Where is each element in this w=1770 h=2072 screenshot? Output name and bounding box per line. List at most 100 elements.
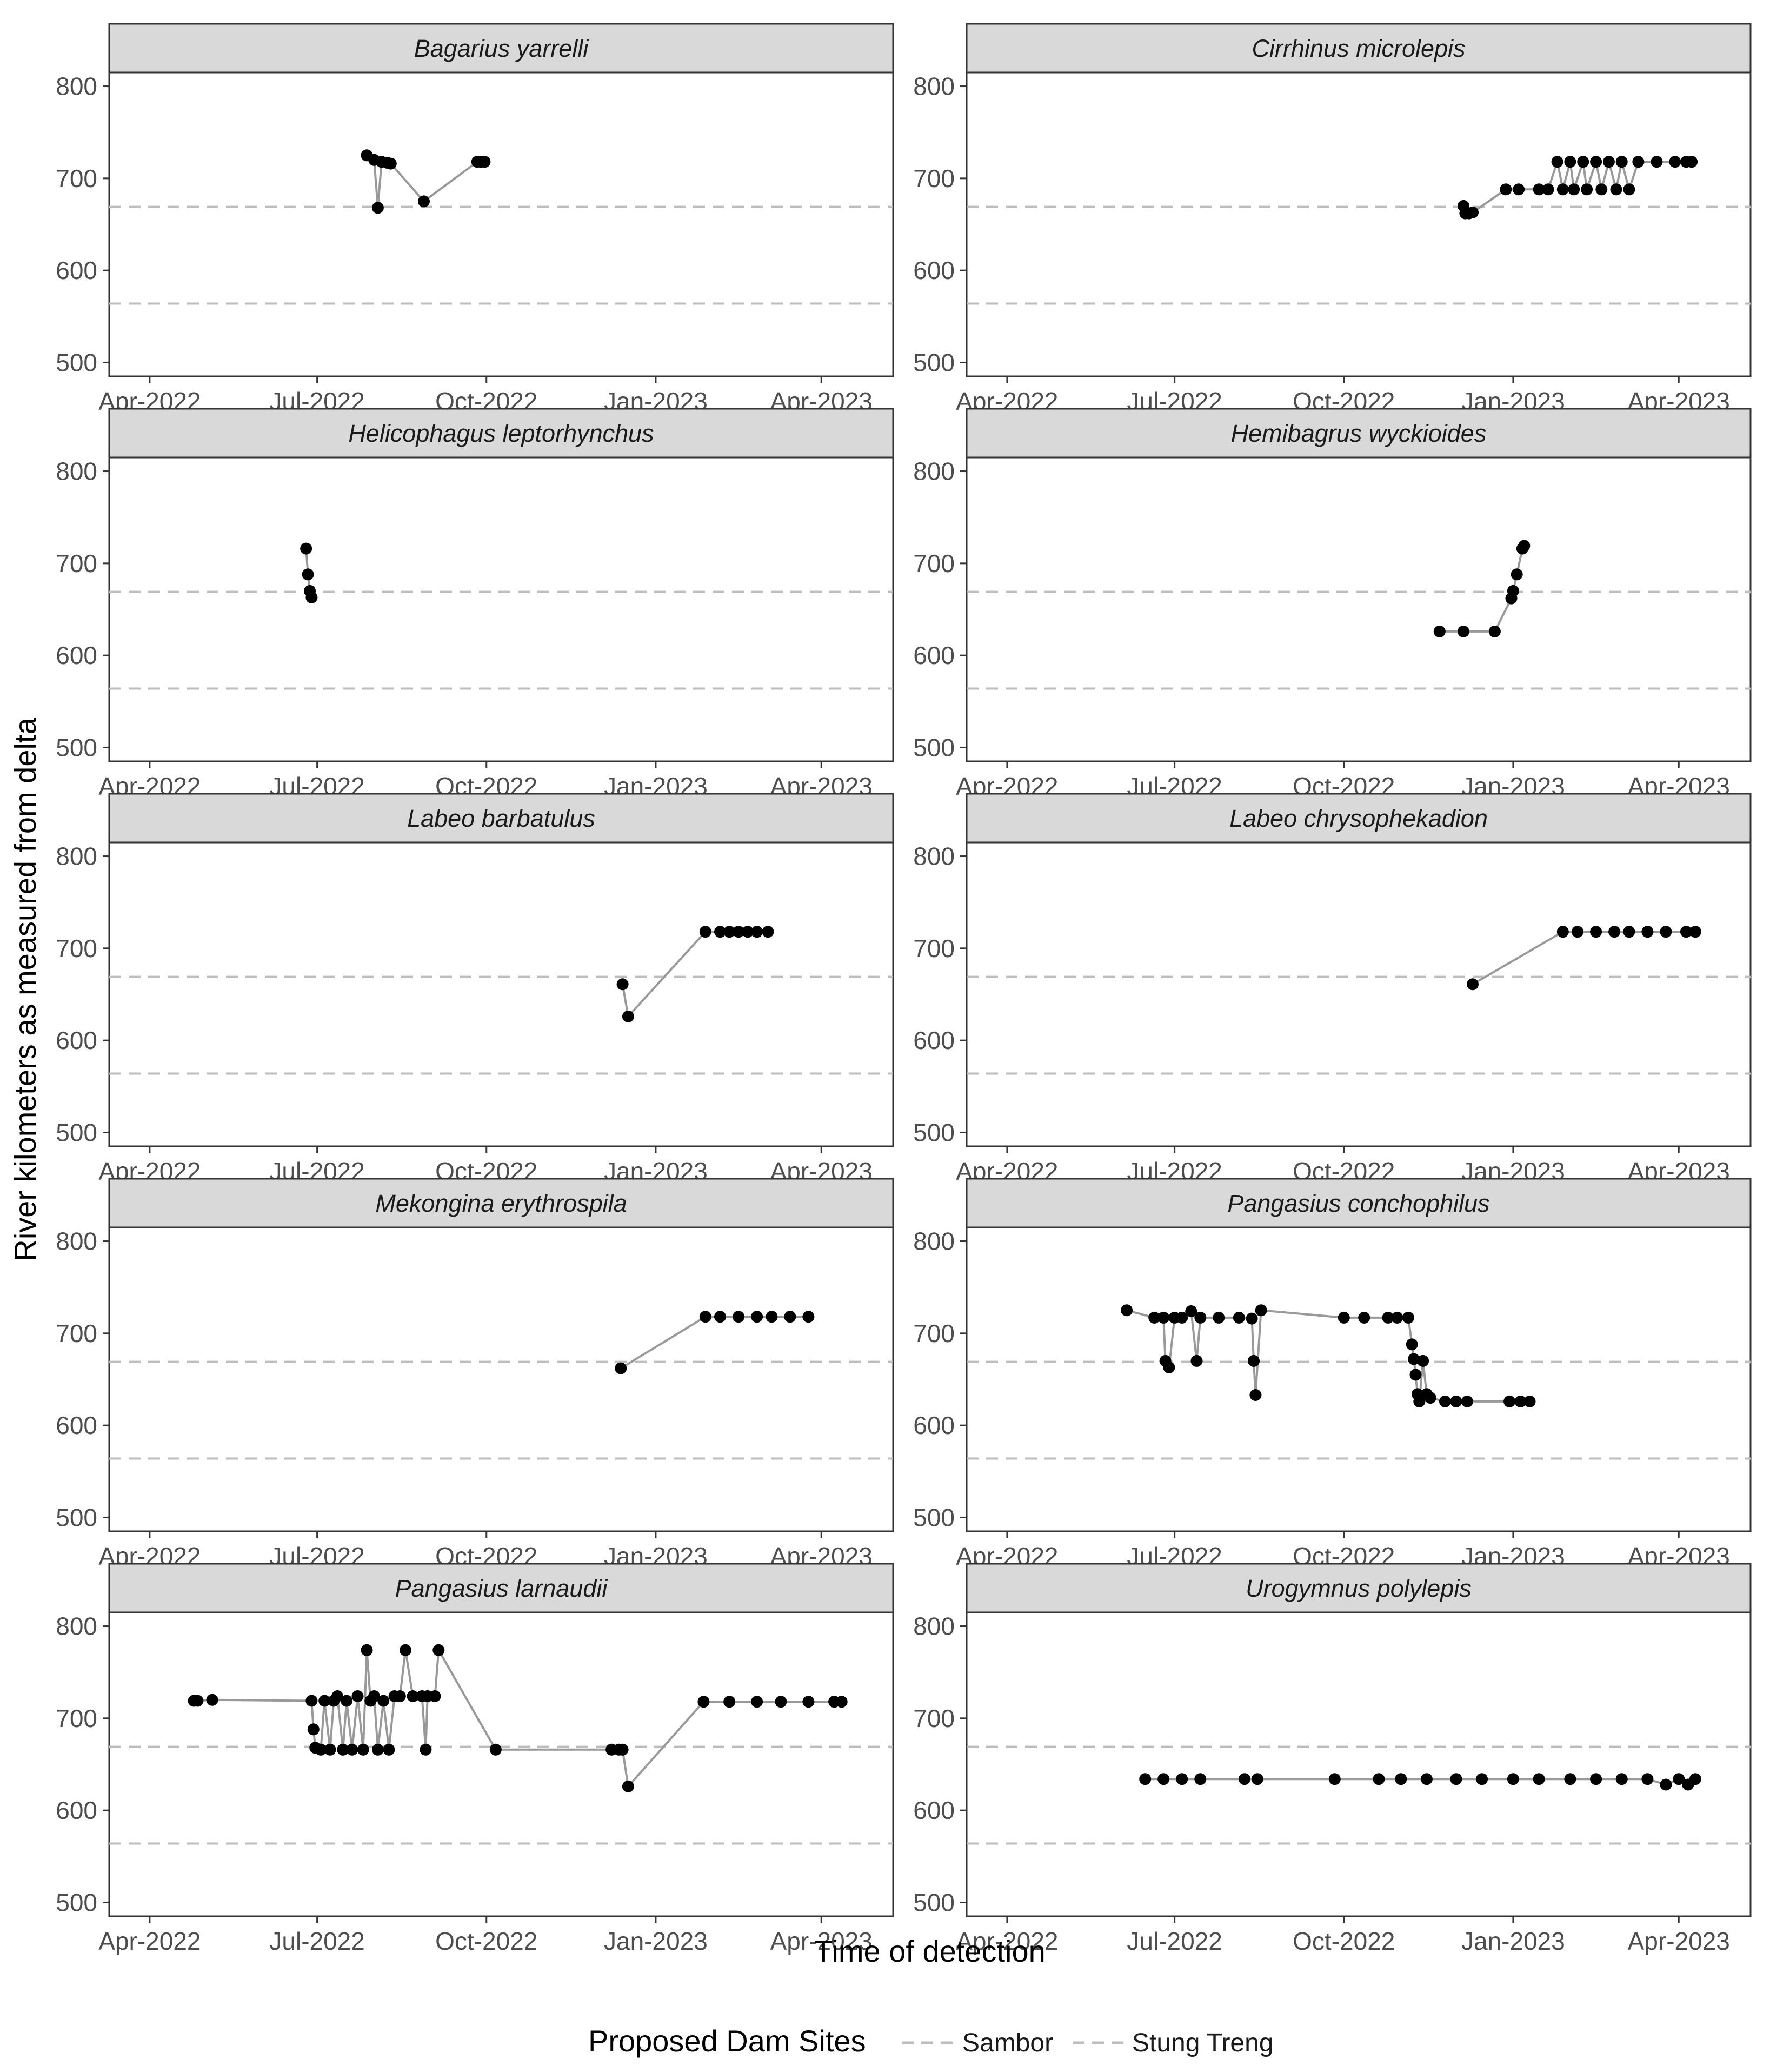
detection-point <box>1148 1311 1161 1324</box>
detection-point <box>1417 1354 1429 1367</box>
detection-point <box>733 1311 745 1323</box>
x-tick-label: Jan-2023 <box>604 1927 708 1955</box>
x-tick-label: Oct-2022 <box>435 1927 537 1955</box>
panel-hemibagrus-wyckioides: Hemibagrus wyckioides500600700800Apr-202… <box>913 408 1752 800</box>
detection-point <box>1651 156 1663 168</box>
y-tick-label: 500 <box>56 1503 97 1531</box>
detection-point <box>1590 156 1602 168</box>
panel-helicophagus-leptorhynchus: Helicophagus leptorhynchus500600700800Ap… <box>56 408 894 800</box>
detection-point <box>1163 1361 1175 1373</box>
detection-point <box>1500 183 1512 196</box>
detection-point <box>1518 540 1531 552</box>
y-tick-label: 500 <box>913 1503 955 1531</box>
legend-title: Proposed Dam Sites <box>588 2024 866 2058</box>
detection-point <box>1503 1395 1516 1407</box>
panel-labeo-chrysophekadion: Labeo chrysophekadion500600700800Apr-202… <box>913 793 1752 1185</box>
detection-point <box>489 1743 502 1756</box>
detection-point <box>351 1690 364 1702</box>
detection-point <box>307 1723 320 1736</box>
detection-point <box>1564 1773 1576 1785</box>
detection-point <box>1641 926 1654 938</box>
detection-point <box>1689 926 1701 938</box>
y-tick-label: 700 <box>913 1704 955 1732</box>
y-tick-label: 700 <box>913 934 955 962</box>
x-tick-label: Apr-2022 <box>956 1927 1058 1955</box>
panel-urogymnus-polylepis: Urogymnus polylepis 500 600 700 800 Apr-2022 J… <box>913 1563 1752 1955</box>
detection-point <box>318 1695 331 1707</box>
y-tick-label: 800 <box>913 842 955 871</box>
detection-point <box>1572 926 1583 938</box>
legend-label-stung-treng: Stung Treng <box>1132 2029 1274 2057</box>
y-tick-label: 600 <box>56 256 97 284</box>
plot-area-bagarius-yarrelli <box>108 71 894 377</box>
detection-point <box>1533 183 1545 196</box>
plot-area-pangasius-larnaudii <box>108 1611 894 1917</box>
detection-point <box>346 1743 358 1756</box>
detection-point <box>1533 1773 1545 1785</box>
detection-point <box>751 926 763 938</box>
y-tick-label: 800 <box>913 1227 955 1256</box>
detection-point <box>1632 156 1645 168</box>
detection-point <box>1194 1311 1207 1324</box>
strip-labeo-chrysophekadion <box>966 793 1752 844</box>
detection-point <box>361 1644 373 1656</box>
detection-point <box>1190 1354 1203 1367</box>
x-tick-label: Jan-2023 <box>1461 1927 1565 1955</box>
y-tick-label: 500 <box>56 1118 97 1146</box>
strip-title-cirrhinus-microlepis: Cirrhinus microlepis <box>1252 35 1465 62</box>
detection-point <box>384 157 397 170</box>
detection-point <box>368 1690 381 1702</box>
detection-point <box>377 1695 390 1707</box>
detection-point <box>733 926 745 938</box>
detection-point <box>1157 1311 1170 1324</box>
detection-point <box>1581 183 1593 196</box>
detection-point <box>835 1696 848 1708</box>
detection-point <box>616 1743 629 1756</box>
detection-point <box>1433 625 1446 637</box>
detection-point <box>1255 1304 1267 1317</box>
panel-cirrhinus-microlepis: Cirrhinus microlepis500600700800Apr-2022… <box>913 23 1752 415</box>
y-tick-label: 600 <box>913 641 955 669</box>
y-tick-label: 700 <box>913 164 955 192</box>
detection-point <box>1157 1773 1170 1785</box>
detection-point <box>622 1010 634 1022</box>
detection-point <box>699 926 711 938</box>
y-tick-label: 800 <box>56 1227 97 1256</box>
y-tick-label: 600 <box>56 1411 97 1439</box>
detection-point <box>1507 585 1519 597</box>
y-tick-label: 600 <box>913 256 955 284</box>
detection-point <box>802 1311 815 1323</box>
detection-point <box>1213 1311 1225 1324</box>
x-tick-label: Apr-2022 <box>98 1927 201 1955</box>
x-tick-label: Oct-2022 <box>1293 1927 1395 1955</box>
detection-point <box>371 202 384 214</box>
detection-point <box>305 591 318 603</box>
detection-point <box>400 1644 411 1656</box>
detection-point <box>1413 1395 1426 1407</box>
detection-point <box>1450 1395 1462 1407</box>
strip-title-bagarius-yarrelli: Bagarius yarrelli <box>414 35 590 62</box>
detection-point <box>723 926 736 938</box>
y-axis-title: River kilometers as measured from delta <box>8 718 42 1261</box>
detection-point <box>1577 156 1589 168</box>
detection-point <box>1523 1395 1536 1407</box>
detection-point <box>1680 926 1692 938</box>
panel-pangasius-conchophilus: Pangasius conchophilus500600700800Apr-20… <box>913 1178 1752 1570</box>
detection-point <box>1590 1773 1602 1785</box>
strip-title-pangasius-conchophilus: Pangasius conchophilus <box>1227 1190 1489 1217</box>
x-tick-label: Apr-2023 <box>1628 1927 1730 1955</box>
strip-title-mekongina-erythrospila: Mekongina erythrospila <box>375 1190 627 1217</box>
detection-point <box>1251 1773 1263 1785</box>
y-tick-label: 800 <box>913 1612 955 1641</box>
detection-point <box>742 926 754 938</box>
detection-point <box>802 1696 815 1708</box>
detection-point <box>714 1311 726 1323</box>
detection-point <box>1409 1369 1422 1381</box>
detection-point <box>1391 1311 1403 1324</box>
detection-point <box>1373 1773 1385 1785</box>
detection-point <box>1461 1395 1473 1407</box>
detection-point <box>1246 1312 1258 1325</box>
panels-layer: Bagarius yarrelli 500 600 700 800 Apr-2022 Jul… <box>56 23 1752 1955</box>
